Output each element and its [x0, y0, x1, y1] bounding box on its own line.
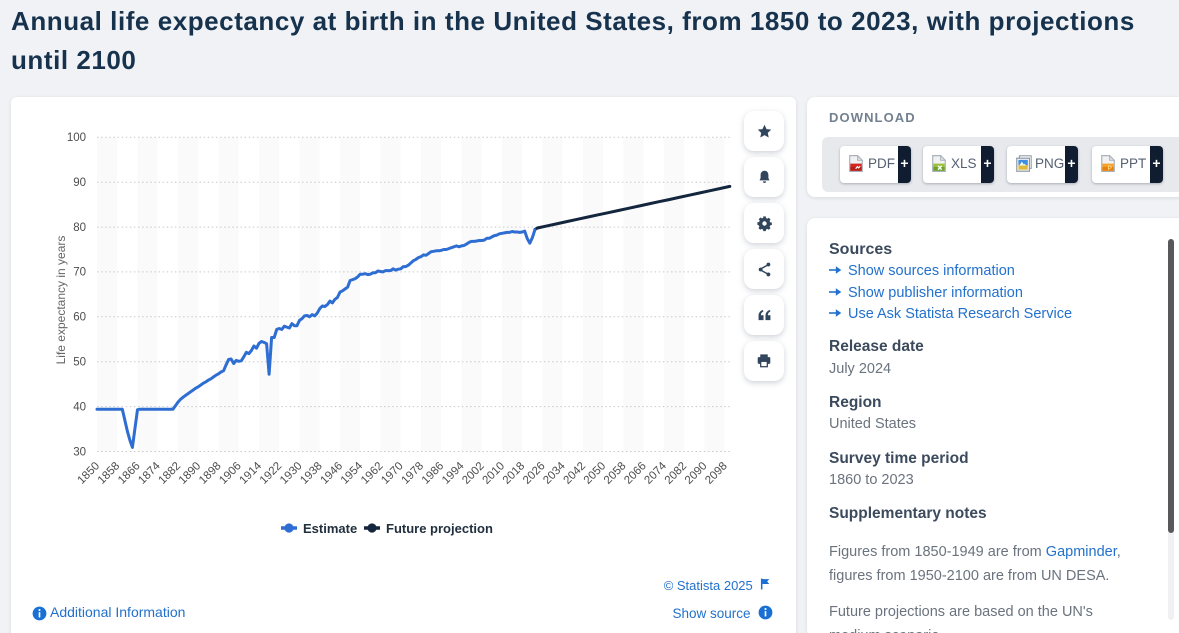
svg-text:1962: 1962	[359, 460, 386, 487]
svg-text:2002: 2002	[460, 460, 487, 487]
svg-text:1866: 1866	[116, 460, 143, 487]
svg-text:1946: 1946	[319, 460, 346, 487]
svg-text:2082: 2082	[663, 460, 690, 487]
svg-text:2018: 2018	[501, 460, 528, 487]
svg-text:2090: 2090	[683, 460, 710, 487]
svg-text:1954: 1954	[339, 460, 366, 487]
svg-text:2010: 2010	[481, 460, 508, 487]
svg-text:50: 50	[73, 357, 86, 369]
svg-text:1882: 1882	[157, 460, 184, 487]
svg-text:1994: 1994	[440, 460, 467, 487]
svg-text:Future projection: Future projection	[386, 521, 493, 536]
svg-text:1914: 1914	[238, 460, 265, 487]
svg-text:2034: 2034	[541, 460, 568, 487]
svg-text:1930: 1930	[278, 460, 305, 487]
svg-text:2098: 2098	[703, 460, 730, 487]
svg-text:1906: 1906	[217, 460, 244, 487]
svg-text:30: 30	[73, 446, 86, 458]
svg-text:70: 70	[73, 267, 86, 279]
svg-text:2050: 2050	[582, 460, 609, 487]
svg-text:80: 80	[73, 222, 86, 234]
svg-text:1938: 1938	[298, 460, 325, 487]
svg-text:1874: 1874	[136, 460, 163, 487]
svg-text:1922: 1922	[258, 460, 285, 487]
svg-text:40: 40	[73, 401, 86, 413]
svg-text:90: 90	[73, 177, 86, 189]
svg-text:2074: 2074	[642, 460, 669, 487]
svg-text:2042: 2042	[562, 460, 589, 487]
svg-text:1978: 1978	[400, 460, 427, 487]
svg-text:2058: 2058	[602, 460, 629, 487]
svg-text:60: 60	[73, 312, 86, 324]
svg-text:1850: 1850	[76, 460, 103, 487]
svg-text:1890: 1890	[177, 460, 204, 487]
svg-text:100: 100	[67, 132, 86, 144]
svg-text:P: P	[1108, 165, 1113, 172]
svg-text:2066: 2066	[622, 460, 649, 487]
svg-text:Estimate: Estimate	[303, 521, 357, 536]
svg-text:1898: 1898	[197, 460, 224, 487]
svg-text:1970: 1970	[379, 460, 406, 487]
svg-text:1858: 1858	[96, 460, 123, 487]
svg-text:2026: 2026	[521, 460, 548, 487]
svg-text:1986: 1986	[420, 460, 447, 487]
svg-text:Life expectancy in years: Life expectancy in years	[54, 236, 68, 365]
